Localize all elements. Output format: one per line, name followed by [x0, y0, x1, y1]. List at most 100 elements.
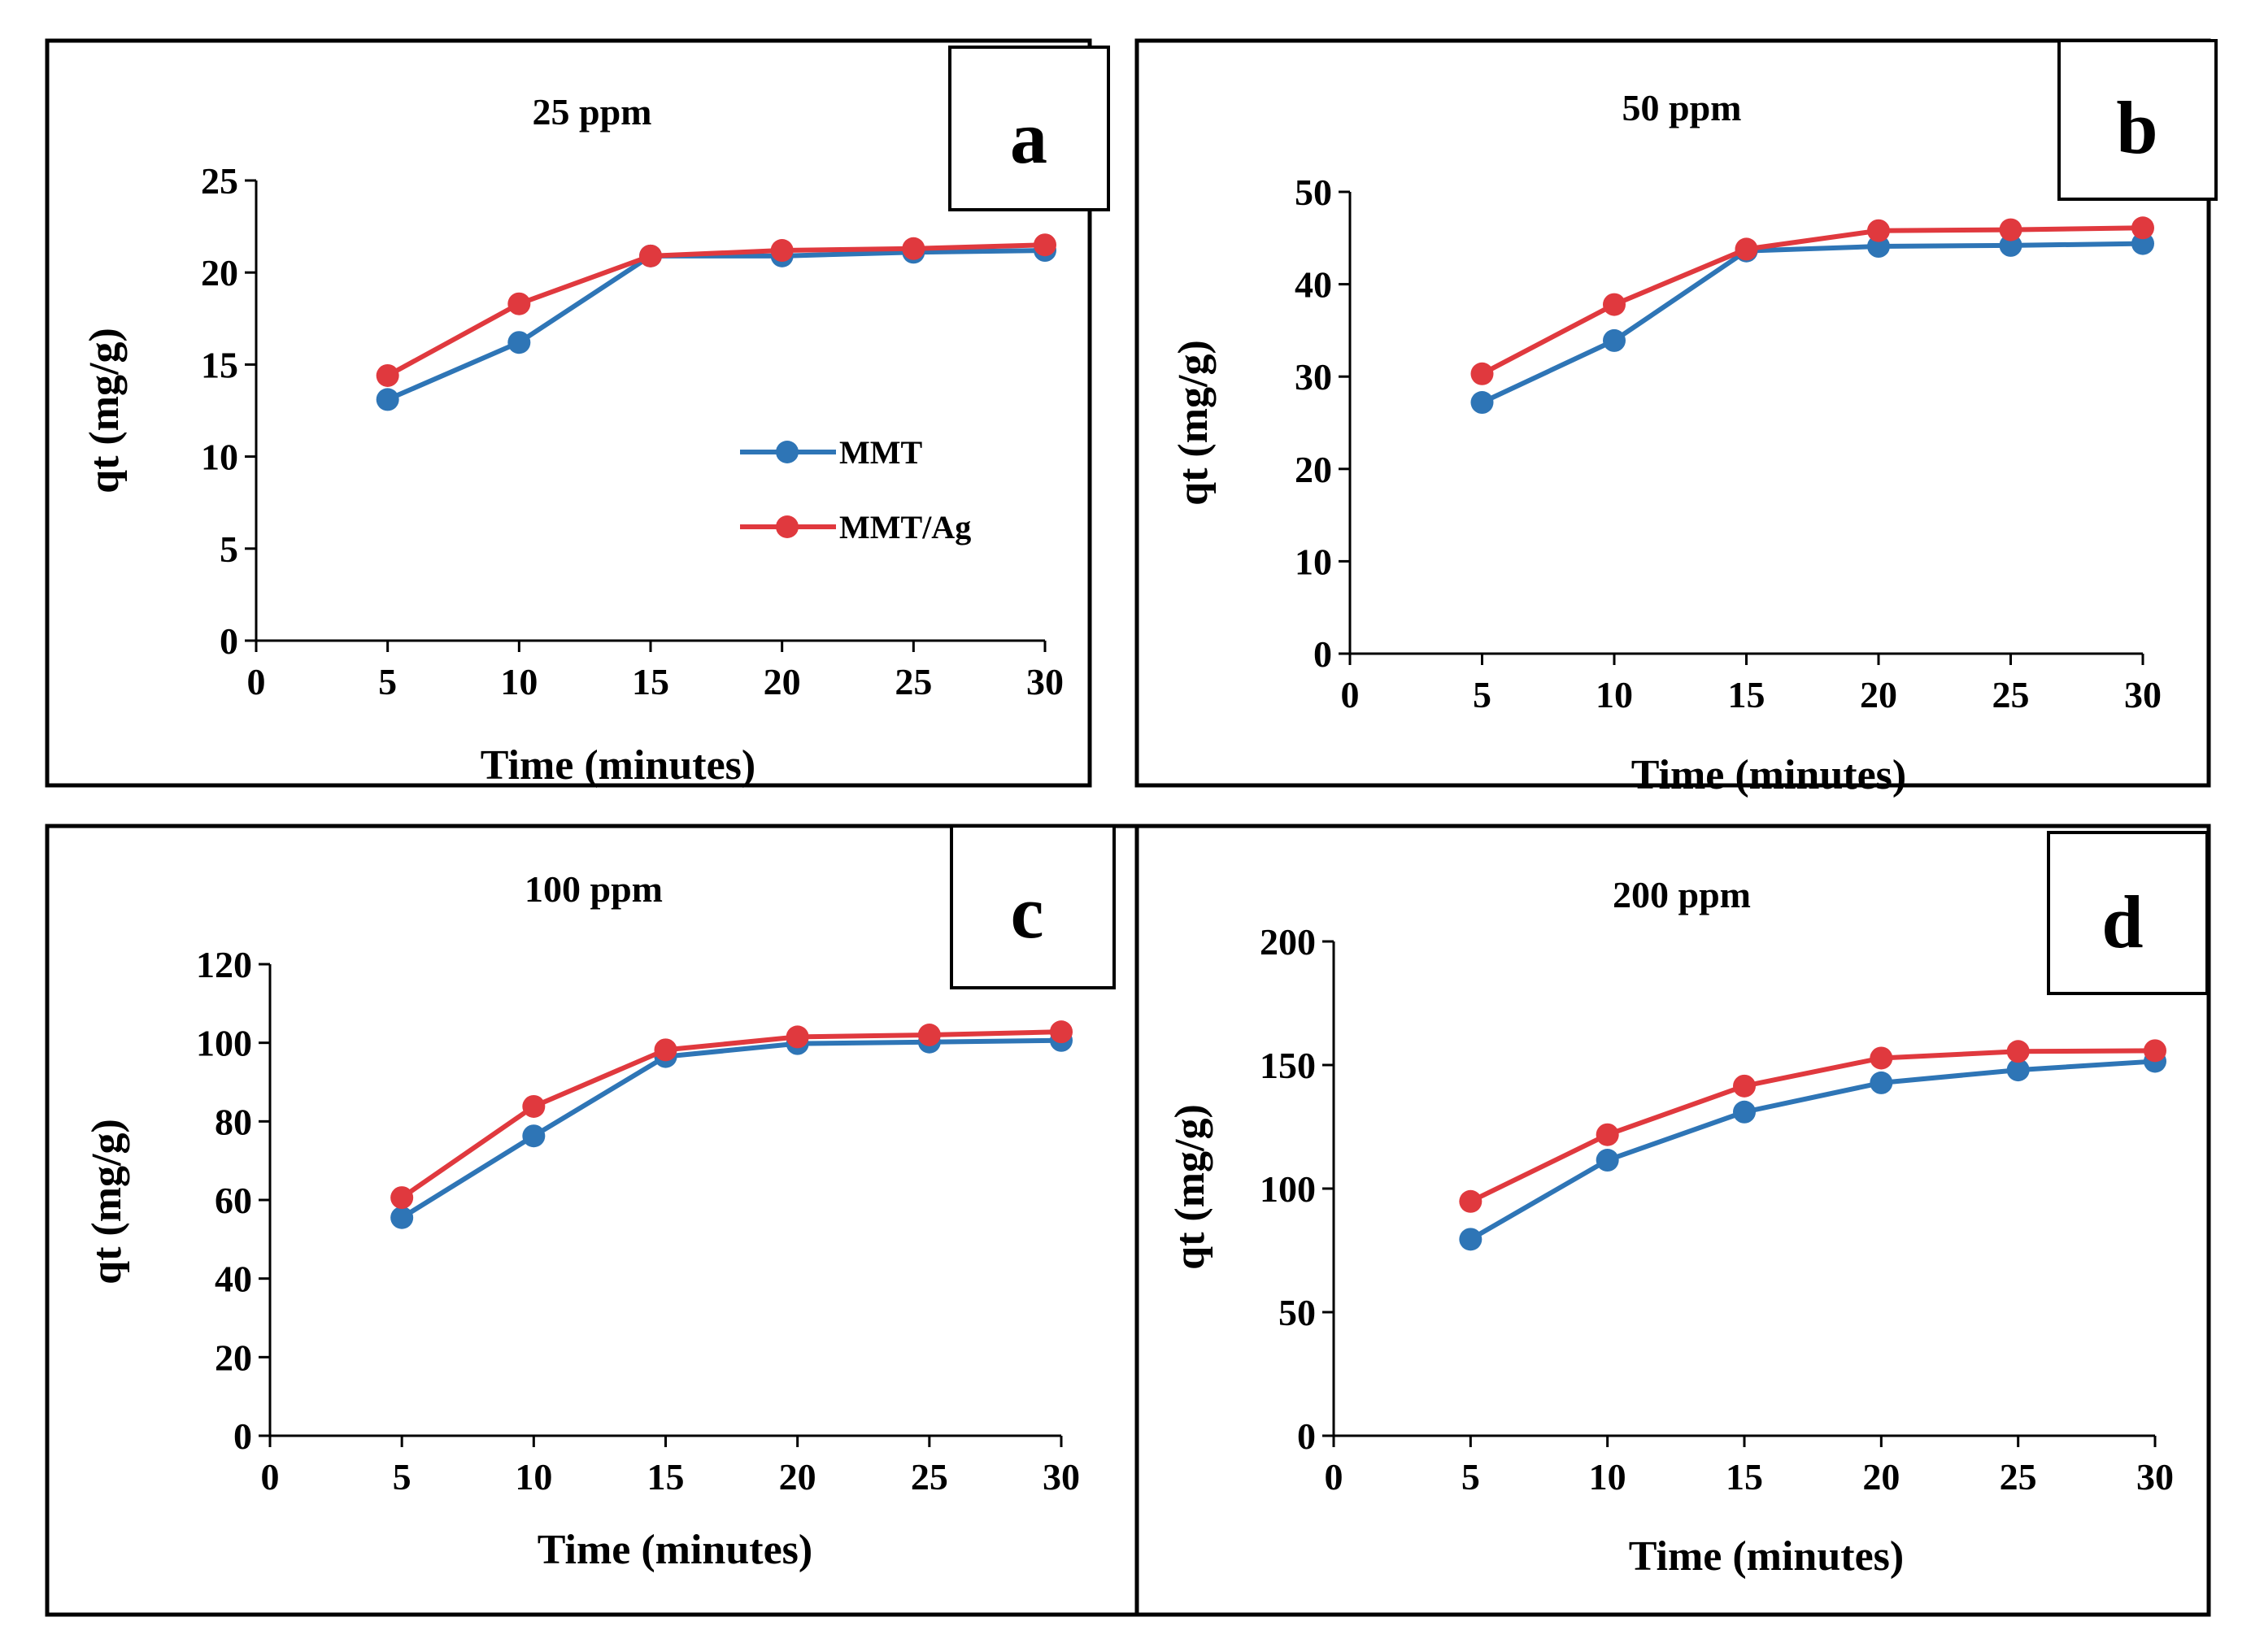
x-tick-label: 15	[1726, 1456, 1763, 1498]
data-point	[390, 1186, 414, 1210]
series-line	[400, 1029, 1062, 1200]
y-tick-label: 40	[215, 1259, 252, 1300]
data-point	[770, 239, 794, 263]
y-tick-label: 20	[1295, 449, 1332, 490]
x-tick-label: 5	[393, 1456, 411, 1498]
series-line	[400, 1037, 1062, 1220]
data-point	[1999, 218, 2022, 241]
panel-letter: c	[1011, 871, 1044, 954]
legend-label: MMT	[839, 434, 923, 471]
legend-marker	[776, 515, 799, 538]
y-axis-label: qt (mg/g)	[81, 328, 128, 493]
panel-frame	[1134, 824, 2211, 1617]
y-tick-label: 200	[1260, 921, 1316, 963]
chart-title: 50 ppm	[1622, 87, 1742, 128]
x-tick-label: 20	[779, 1456, 816, 1498]
y-tick-label: 60	[215, 1180, 252, 1221]
series-mmt-ag	[1459, 1039, 2166, 1213]
data-point	[654, 1038, 677, 1062]
data-point	[1459, 1189, 1482, 1213]
x-tick-label: 20	[1862, 1456, 1900, 1498]
legend-marker	[776, 441, 799, 463]
x-tick-label: 30	[1043, 1456, 1080, 1498]
x-axis-label: Time (minutes)	[481, 742, 755, 789]
panel-d: d 200 ppm 0 50 100 150 200 0 5 10 15 20 25 30 Time (mi…	[1134, 824, 2211, 1617]
x-tick-label: 30	[1026, 661, 1064, 702]
x-tick-label: 10	[515, 1456, 552, 1498]
panels: a 25 ppm 0 5 10 15 20 25 0 5 10 15 20 25 30 Time (minut…	[45, 38, 2218, 1617]
y-axis-label: qt (mg/g)	[1170, 340, 1217, 506]
series-line	[386, 242, 1046, 378]
panel-letter-box	[948, 46, 1110, 211]
y-tick-label: 50	[1278, 1292, 1316, 1333]
data-point	[1870, 1071, 1893, 1094]
data-point	[1870, 1046, 1893, 1070]
x-tick-label: 25	[2000, 1456, 2037, 1498]
y-tick-label: 30	[1295, 356, 1332, 398]
y-tick-label: 5	[220, 528, 238, 570]
data-point	[1034, 233, 1056, 257]
data-point	[1459, 1228, 1482, 1251]
y-tick-label: 120	[196, 944, 252, 985]
data-point	[2131, 232, 2154, 255]
y-tick-label: 15	[201, 344, 238, 385]
y-tick-label: 50	[1295, 172, 1332, 213]
data-point	[1733, 1100, 1756, 1124]
data-point	[1603, 293, 1626, 316]
data-point	[2006, 1059, 2030, 1082]
x-tick-label: 20	[1860, 674, 1897, 715]
y-tick-label: 0	[1297, 1415, 1316, 1457]
data-point	[1050, 1020, 1073, 1044]
legend-label: MMT/Ag	[839, 509, 971, 546]
x-tick-label: 25	[895, 661, 932, 702]
y-tick-label: 10	[1295, 541, 1332, 582]
data-point	[2131, 216, 2154, 240]
y-axis-label: qt (mg/g)	[1167, 1104, 1213, 1270]
x-tick-label: 30	[2124, 674, 2162, 715]
y-tick-label: 20	[215, 1337, 252, 1378]
chart-title: 200 ppm	[1613, 874, 1751, 915]
data-point	[917, 1024, 941, 1046]
data-point	[2006, 1040, 2030, 1063]
data-point	[1867, 235, 1890, 259]
x-tick-label: 30	[2136, 1456, 2174, 1498]
x-tick-label: 0	[1341, 674, 1360, 715]
y-tick-label: 100	[196, 1023, 252, 1064]
x-tick-label: 25	[1992, 674, 2030, 715]
series-mmt-ag	[1470, 216, 2154, 385]
data-point	[1735, 237, 1758, 261]
data-point	[507, 331, 531, 354]
x-tick-label: 15	[632, 661, 669, 702]
data-point	[639, 244, 662, 267]
x-tick-label: 15	[1728, 674, 1765, 715]
x-tick-label: 10	[1596, 674, 1633, 715]
panel-letter-box	[2047, 831, 2209, 995]
data-point	[1596, 1123, 1619, 1146]
x-tick-label: 15	[647, 1456, 685, 1498]
chart-title: 100 ppm	[525, 868, 663, 910]
data-point	[902, 237, 925, 260]
data-point	[1999, 233, 2022, 257]
panel-letter: a	[1010, 96, 1047, 179]
x-axis-label: Time (minutes)	[1631, 752, 1906, 798]
data-point	[1603, 328, 1626, 352]
panel-letter-box	[2057, 39, 2218, 201]
x-tick-label: 0	[247, 661, 266, 702]
data-point	[1867, 219, 1890, 242]
y-tick-label: 0	[233, 1415, 252, 1457]
x-tick-label: 25	[911, 1456, 948, 1498]
x-tick-label: 5	[378, 661, 397, 702]
y-tick-label: 100	[1260, 1168, 1316, 1210]
panel-b: b 50 ppm 0 10 20 30 40 50 0 5 10 15 20 25 30 Time (minu…	[1134, 38, 2218, 798]
legend: MMT MMT/Ag	[740, 434, 971, 546]
x-axis-label: Time (minutes)	[1629, 1533, 1904, 1580]
x-tick-label: 5	[1461, 1456, 1480, 1498]
data-point	[507, 292, 531, 315]
y-tick-label: 20	[201, 252, 238, 293]
data-point	[1470, 391, 1494, 415]
x-tick-label: 5	[1473, 674, 1491, 715]
data-point	[1733, 1074, 1756, 1098]
x-tick-label: 10	[500, 661, 538, 702]
